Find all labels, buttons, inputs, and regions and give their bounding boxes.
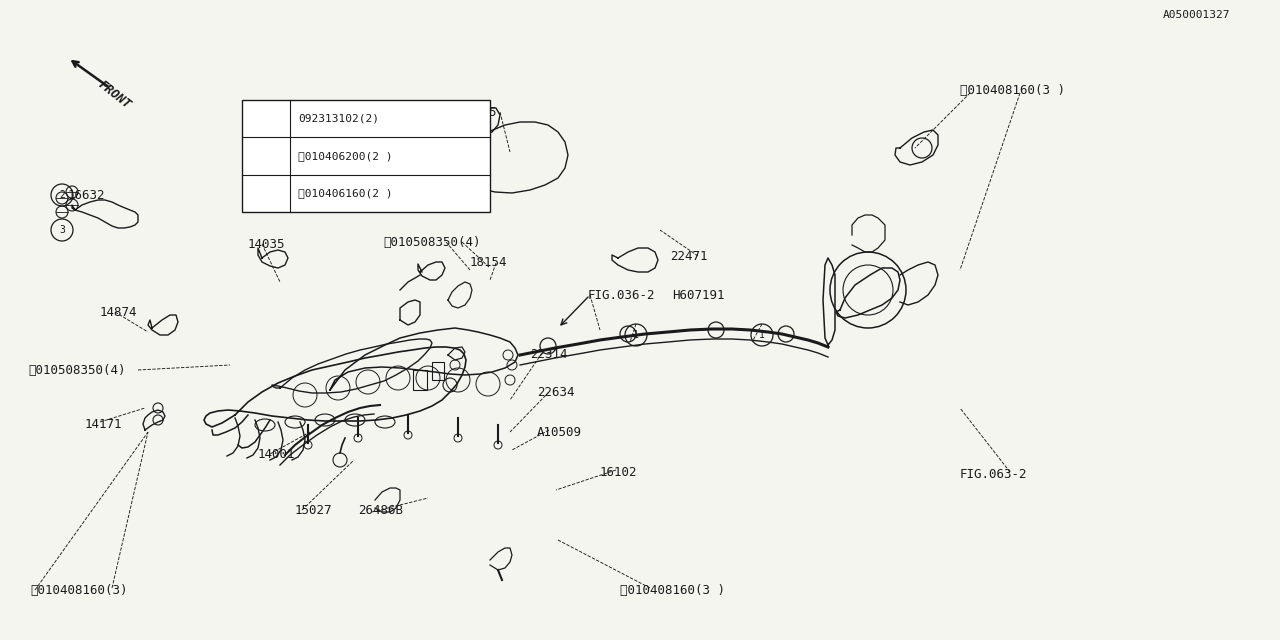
Text: FIG.063-2: FIG.063-2 bbox=[960, 468, 1028, 481]
Text: 14171: 14171 bbox=[84, 419, 123, 431]
Text: Ⓑ010406200(2 ): Ⓑ010406200(2 ) bbox=[298, 151, 393, 161]
Text: A50635: A50635 bbox=[317, 141, 364, 154]
Text: Ⓑ010508350(4): Ⓑ010508350(4) bbox=[28, 364, 125, 376]
Text: FIG.036-2: FIG.036-2 bbox=[588, 289, 655, 301]
Text: 14874: 14874 bbox=[100, 305, 137, 319]
Text: 2: 2 bbox=[59, 190, 65, 200]
Text: 15027: 15027 bbox=[294, 504, 333, 516]
Text: 2: 2 bbox=[264, 151, 269, 161]
Text: Ⓑ010408160(3 ): Ⓑ010408160(3 ) bbox=[960, 83, 1065, 97]
Text: 14001: 14001 bbox=[259, 449, 296, 461]
Text: Ⓑ010508350(4): Ⓑ010508350(4) bbox=[383, 236, 480, 248]
Bar bbox=[413, 370, 428, 390]
Bar bbox=[433, 362, 444, 380]
Text: H607191: H607191 bbox=[672, 289, 724, 301]
Text: 22471: 22471 bbox=[669, 250, 708, 262]
Text: A050001327: A050001327 bbox=[1162, 10, 1230, 20]
Text: 14035: 14035 bbox=[248, 237, 285, 250]
Text: A10509: A10509 bbox=[538, 426, 582, 438]
Text: 14035: 14035 bbox=[460, 106, 498, 118]
Text: 18154: 18154 bbox=[470, 255, 507, 269]
Text: 092313102(2): 092313102(2) bbox=[298, 114, 379, 124]
Text: 16632: 16632 bbox=[68, 189, 105, 202]
Text: 16102: 16102 bbox=[600, 465, 637, 479]
Text: Ⓑ010408160(3): Ⓑ010408160(3) bbox=[29, 584, 128, 596]
Text: Ⓑ010406160(2 ): Ⓑ010406160(2 ) bbox=[298, 188, 393, 198]
Text: 1: 1 bbox=[634, 330, 639, 340]
Text: 26486B: 26486B bbox=[358, 504, 403, 516]
Text: Ⓑ010408160(3 ): Ⓑ010408160(3 ) bbox=[620, 584, 724, 596]
Text: FRONT: FRONT bbox=[96, 78, 134, 111]
Text: 22314: 22314 bbox=[530, 348, 567, 360]
Text: 1: 1 bbox=[759, 330, 765, 340]
Text: 3: 3 bbox=[59, 225, 65, 235]
Text: 3: 3 bbox=[264, 188, 269, 198]
Bar bbox=[242, 100, 490, 212]
Text: 1: 1 bbox=[264, 114, 269, 124]
Text: 22634: 22634 bbox=[538, 387, 575, 399]
